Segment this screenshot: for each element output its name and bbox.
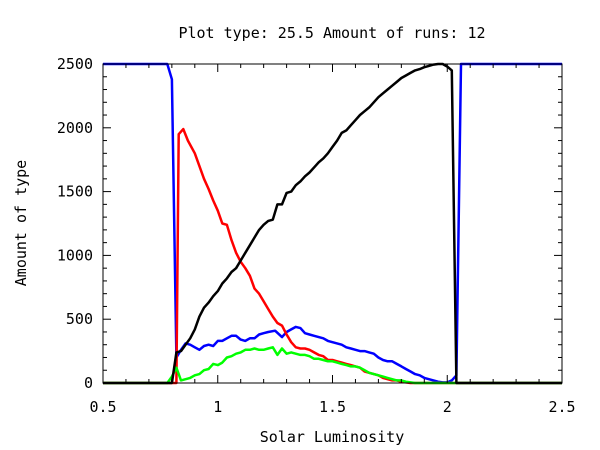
series-line-4 xyxy=(103,62,562,385)
y-tick-label: 2000 xyxy=(57,119,93,137)
y-axis-label: Amount of type xyxy=(12,160,30,286)
y-tick-label: 1000 xyxy=(57,246,93,264)
series-line-1 xyxy=(103,62,562,384)
x-tick-label: 0.5 xyxy=(89,398,116,416)
y-tick-label: 2500 xyxy=(57,55,93,73)
axes: 0.5 1 1.5 2 2.5 0 500 1000 1500 2000 2500 xyxy=(57,55,576,416)
chart-title: Plot type: 25.5 Amount of runs: 12 xyxy=(178,24,485,42)
series-line-3 xyxy=(103,346,562,385)
x-tick-label: 2 xyxy=(443,398,452,416)
plot-area xyxy=(103,62,562,385)
x-tick-label: 1.5 xyxy=(319,398,346,416)
y-tick-label: 0 xyxy=(84,374,93,392)
x-tick-label: 1 xyxy=(213,398,222,416)
series-line-2 xyxy=(103,127,562,385)
y-tick-label: 500 xyxy=(66,310,93,328)
y-tick-label: 1500 xyxy=(57,183,93,201)
x-tick-label: 2.5 xyxy=(548,398,575,416)
x-axis-label: Solar Luminosity xyxy=(260,428,405,446)
